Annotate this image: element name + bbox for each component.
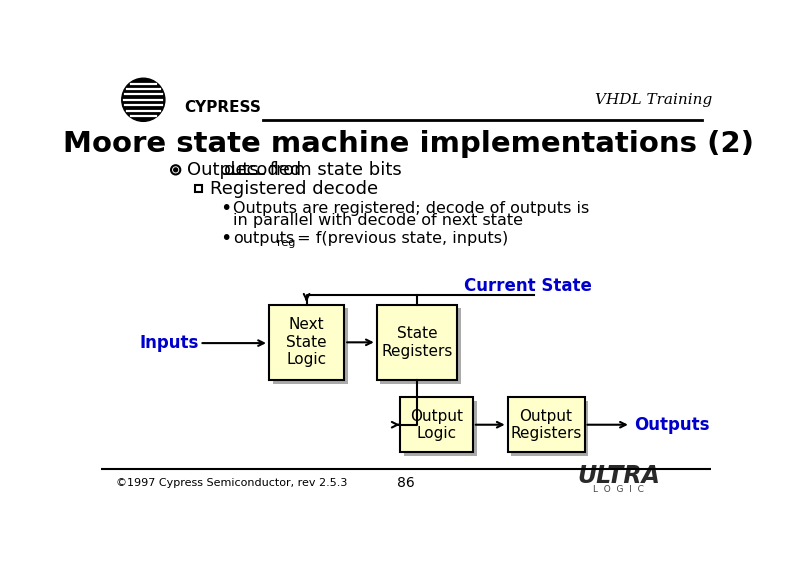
Text: outputs: outputs <box>234 231 295 246</box>
Bar <box>377 305 458 380</box>
Text: Outputs: Outputs <box>187 161 265 179</box>
Text: reg: reg <box>276 238 295 248</box>
Bar <box>268 305 345 380</box>
Text: L  O  G  I  C: L O G I C <box>593 485 644 494</box>
Text: decoded: decoded <box>224 161 302 179</box>
Text: Output
Registers: Output Registers <box>510 409 582 441</box>
Text: Output
Logic: Output Logic <box>409 409 463 441</box>
Text: from state bits: from state bits <box>265 161 402 179</box>
Text: State
Registers: State Registers <box>382 326 453 359</box>
Bar <box>272 309 348 384</box>
Text: 86: 86 <box>397 476 415 490</box>
Text: Moore state machine implementations (2): Moore state machine implementations (2) <box>63 130 755 158</box>
Text: Next
State
Logic: Next State Logic <box>286 318 327 367</box>
Text: Inputs: Inputs <box>139 334 199 352</box>
Text: ULTRA: ULTRA <box>577 464 660 488</box>
Text: •: • <box>220 199 231 218</box>
Circle shape <box>122 78 165 121</box>
Bar <box>400 397 473 452</box>
Bar <box>508 397 584 452</box>
Text: •: • <box>220 229 231 248</box>
Bar <box>404 401 477 456</box>
Circle shape <box>173 168 177 172</box>
Text: Current State: Current State <box>463 277 592 295</box>
Bar <box>512 401 588 456</box>
Text: = f(previous state, inputs): = f(previous state, inputs) <box>292 231 508 246</box>
Text: Registered decode: Registered decode <box>211 180 379 198</box>
Text: ©1997 Cypress Semiconductor, rev 2.5.3: ©1997 Cypress Semiconductor, rev 2.5.3 <box>116 478 348 488</box>
Text: Outputs: Outputs <box>634 416 710 434</box>
Text: CYPRESS: CYPRESS <box>185 100 261 115</box>
Text: VHDL Training: VHDL Training <box>596 93 713 107</box>
Bar <box>380 309 462 384</box>
Text: Outputs are registered; decode of outputs is: Outputs are registered; decode of output… <box>234 201 590 216</box>
Bar <box>195 185 202 192</box>
Text: in parallel with decode of next state: in parallel with decode of next state <box>234 213 524 228</box>
